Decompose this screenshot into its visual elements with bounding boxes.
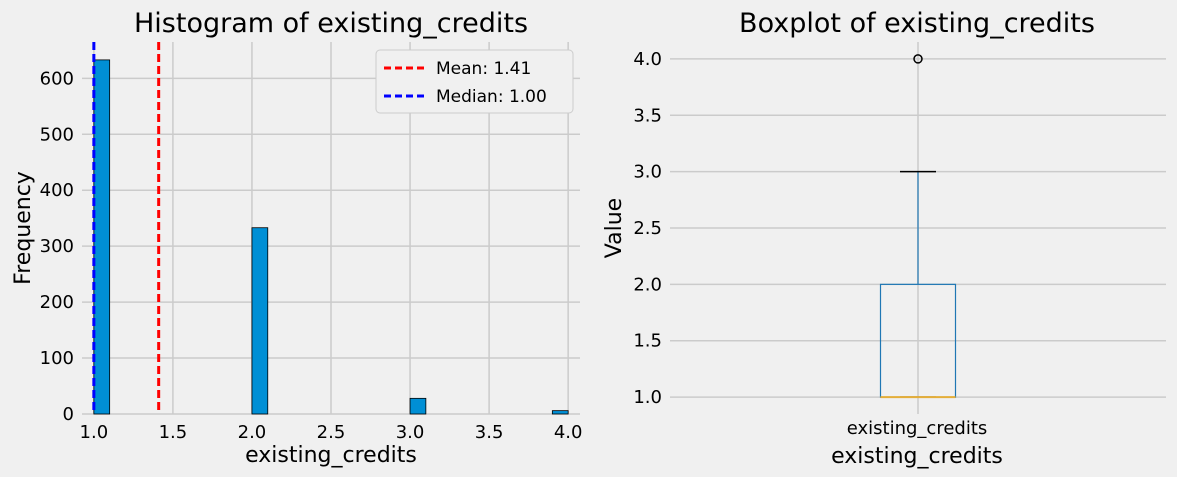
y-tick-label: 2.0 [633, 274, 662, 295]
boxplot-category-label: existing_credits [847, 418, 988, 439]
y-tick-label: 3.0 [633, 162, 662, 183]
histogram-bar [251, 227, 269, 415]
legend-median-label: Median: 1.00 [436, 87, 547, 107]
y-tick-label: 400 [40, 180, 74, 201]
y-tick-label: 1.5 [633, 331, 662, 352]
y-tick-label: 0 [63, 404, 74, 425]
histogram-legend: Mean: 1.41 Median: 1.00 [375, 49, 574, 114]
histogram-x-label: existing_credits [245, 443, 417, 468]
boxplot-title: Boxplot of existing_credits [739, 8, 1095, 39]
boxplot-marks [879, 54, 957, 399]
boxplot-x-label: existing_credits [831, 444, 1003, 469]
boxplot-y-label: Value [602, 198, 627, 258]
x-tick-label: 4.0 [554, 422, 583, 443]
y-tick-label: 300 [40, 236, 74, 257]
histogram-bar [551, 410, 569, 415]
boxplot-y-ticks: 1.0 1.5 2.0 2.5 3.0 3.5 4.0 [633, 49, 662, 408]
y-tick-label: 500 [40, 124, 74, 145]
legend-mean-label: Mean: 1.41 [436, 59, 531, 79]
histogram-reference-lines [92, 42, 161, 414]
x-tick-label: 2.5 [317, 422, 346, 443]
histogram-title: Histogram of existing_credits [134, 8, 528, 39]
y-tick-label: 3.5 [633, 105, 662, 126]
histogram-bar [93, 59, 111, 415]
y-tick-label: 100 [40, 348, 74, 369]
boxplot-panel: 1.0 1.5 2.0 2.5 3.0 3.5 4.0 existing_credits B… [602, 8, 1166, 469]
x-tick-label: 2.0 [238, 422, 267, 443]
histogram-bars [93, 59, 569, 415]
legend-frame [375, 49, 574, 114]
histogram-y-ticks: 0 100 200 300 400 500 600 [40, 68, 74, 425]
y-tick-label: 200 [40, 292, 74, 313]
histogram-x-ticks: 1.0 1.5 2.0 2.5 3.0 3.5 4.0 [80, 422, 583, 443]
y-tick-label: 4.0 [633, 49, 662, 70]
x-tick-label: 3.5 [475, 422, 504, 443]
y-tick-label: 600 [40, 68, 74, 89]
histogram-panel: 1.0 1.5 2.0 2.5 3.0 3.5 4.0 0 100 200 300 400 500 60… [11, 8, 582, 468]
y-tick-label: 1.0 [633, 387, 662, 408]
outlier-point [913, 54, 923, 64]
x-tick-label: 1.5 [159, 422, 188, 443]
x-tick-label: 1.0 [80, 422, 109, 443]
histogram-bar [409, 397, 427, 415]
histogram-y-label: Frequency [11, 171, 36, 285]
y-tick-label: 2.5 [633, 218, 662, 239]
x-tick-label: 3.0 [396, 422, 425, 443]
